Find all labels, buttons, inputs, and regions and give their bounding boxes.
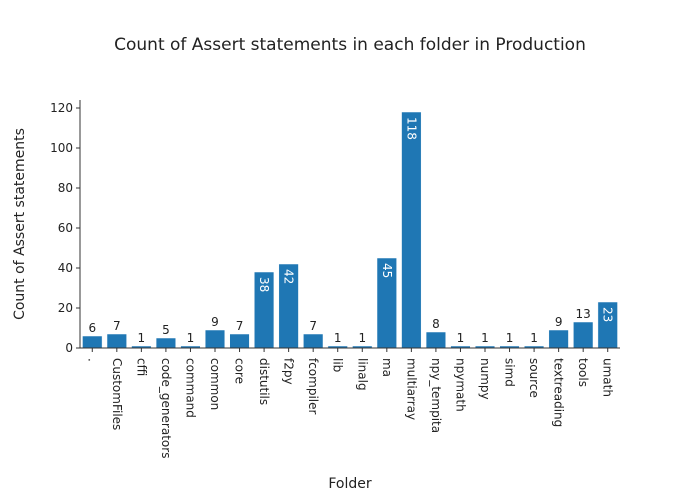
bar-value-label: 1 [187,331,195,345]
bar-value-label: 1 [506,331,514,345]
x-axis-ticks: . CustomFiles cffi code_generators command co… [85,348,615,458]
x-tick-label: textreading [552,358,566,427]
y-axis-ticks: 0 20 40 60 80 100 120 [50,101,80,355]
x-tick-label: f2py [282,358,296,385]
plot-area: 6 7 1 5 1 9 7 38 42 7 1 1 45 118 8 1 1 1 1 9 13 23 [82,111,618,349]
x-tick-label: . [85,358,99,362]
bar-value-label: 1 [530,331,538,345]
bar-value-label: 9 [211,315,219,329]
x-tick-label: CustomFiles [110,358,124,430]
chart-title: Count of Assert statements in each folde… [114,35,586,55]
x-tick-label: umath [601,358,615,397]
x-tick-label: simd [503,358,517,387]
bar [155,337,176,349]
bar-value-label: 9 [555,315,563,329]
x-tick-label: tools [576,358,590,387]
bar [204,329,226,349]
x-tick-label: core [233,358,247,384]
bar-value-label: 1 [334,331,342,345]
x-tick-label: cffi [134,358,148,376]
x-tick-label: npy_tempita [429,358,443,433]
bar [401,111,422,349]
bar [573,321,594,349]
bar [303,333,324,349]
bar-value-label: 42 [282,269,296,284]
x-tick-label: lib [331,358,345,372]
bar-value-label: 7 [309,319,317,333]
y-tick-label: 80 [58,181,73,195]
bar-value-label: 38 [257,277,271,292]
bar-value-label: 118 [404,117,418,140]
bar-value-label: 1 [457,331,465,345]
bar [82,335,103,349]
bar-value-label: 7 [236,319,244,333]
bar-value-label: 23 [601,307,615,322]
y-tick-label: 0 [65,341,73,355]
bar [425,331,446,349]
bar-value-label: 7 [113,319,121,333]
x-tick-label: numpy [478,358,492,400]
x-tick-label: npymath [453,358,467,412]
bar-value-label: 5 [162,323,170,337]
bar-value-label: 6 [88,321,96,335]
y-tick-label: 100 [50,141,73,155]
x-tick-label: fcompiler [306,358,320,415]
bar-value-label: 8 [432,317,440,331]
x-tick-label: multiarray [404,358,418,420]
x-tick-label: command [183,358,197,418]
bar [548,329,569,349]
bar-value-label: 1 [138,331,146,345]
x-tick-label: linalg [355,358,369,391]
x-tick-label: source [527,358,541,398]
y-tick-label: 40 [58,261,73,275]
x-axis-title: Folder [328,476,372,492]
y-axis-title: Count of Assert statements [12,128,28,320]
bar-value-label: 45 [380,263,394,278]
y-tick-label: 20 [58,301,73,315]
bar-value-label: 1 [481,331,489,345]
bar [106,333,127,349]
bar-value-label: 13 [576,307,591,321]
x-tick-label: ma [380,358,394,377]
bar [229,333,250,349]
y-tick-label: 120 [50,101,73,115]
x-tick-label: distutils [257,358,271,405]
x-tick-label: common [208,358,222,410]
x-tick-label: code_generators [159,358,173,458]
bar-value-label: 1 [358,331,366,345]
y-tick-label: 60 [58,221,73,235]
